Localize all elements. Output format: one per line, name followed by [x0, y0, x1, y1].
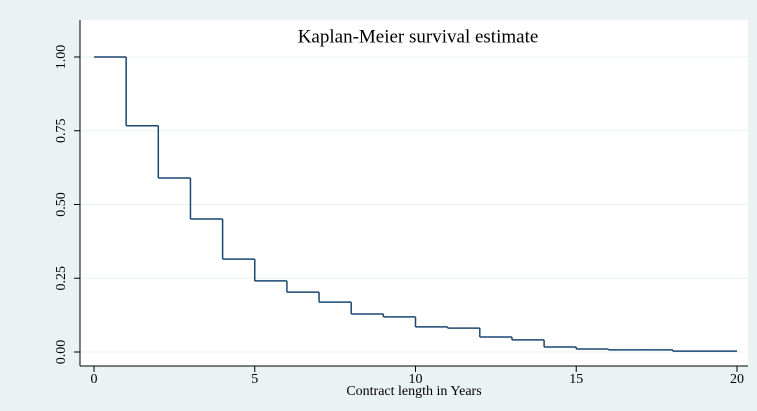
y-tick-label: 1.00 [54, 45, 69, 70]
chart-title: Kaplan-Meier survival estimate [298, 26, 539, 47]
plot-region [80, 20, 748, 366]
x-axis-label: Contract length in Years [346, 384, 481, 399]
x-tick-label: 15 [569, 372, 583, 387]
x-tick-label: 10 [409, 372, 423, 387]
y-tick-label: 0.50 [54, 192, 69, 217]
y-tick-label: 0.00 [54, 340, 69, 365]
x-tick-label: 0 [91, 372, 98, 387]
x-tick-label: 20 [730, 372, 744, 387]
y-tick-label: 0.75 [54, 119, 69, 144]
y-tick-label: 0.25 [54, 266, 69, 291]
x-tick-label: 5 [251, 372, 258, 387]
